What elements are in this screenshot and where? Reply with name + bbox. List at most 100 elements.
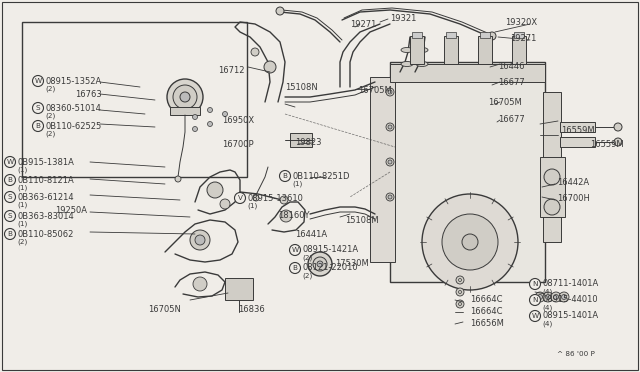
- Bar: [560, 137, 595, 147]
- Circle shape: [388, 125, 392, 129]
- Circle shape: [193, 115, 198, 119]
- Circle shape: [388, 160, 392, 164]
- Text: (4): (4): [543, 305, 553, 311]
- Bar: [478, 36, 492, 64]
- Text: 0B363-61214: 0B363-61214: [17, 192, 74, 202]
- Circle shape: [386, 88, 394, 96]
- Circle shape: [544, 169, 560, 185]
- Circle shape: [529, 279, 541, 289]
- Bar: [446, 32, 456, 38]
- Circle shape: [264, 61, 276, 73]
- Text: N: N: [532, 281, 538, 287]
- Circle shape: [614, 138, 622, 146]
- Text: W: W: [291, 247, 299, 253]
- Text: 0B110-8251D: 0B110-8251D: [292, 171, 350, 180]
- Text: (2): (2): [303, 273, 313, 279]
- Text: 16441A: 16441A: [295, 230, 327, 238]
- Text: B: B: [8, 177, 13, 183]
- Circle shape: [442, 214, 498, 270]
- Text: (1): (1): [17, 185, 28, 191]
- Text: 16700P: 16700P: [222, 140, 253, 148]
- Circle shape: [289, 263, 301, 273]
- Ellipse shape: [416, 48, 428, 52]
- Circle shape: [535, 292, 545, 302]
- Circle shape: [4, 157, 15, 167]
- Text: (1): (1): [17, 167, 28, 173]
- Bar: [370, 77, 395, 262]
- Text: (2): (2): [45, 86, 56, 92]
- Circle shape: [180, 92, 190, 102]
- Text: 16763: 16763: [75, 90, 102, 99]
- Circle shape: [289, 244, 301, 256]
- Circle shape: [529, 295, 541, 305]
- Circle shape: [447, 36, 455, 44]
- Circle shape: [167, 79, 203, 115]
- Text: 16705M: 16705M: [358, 86, 392, 94]
- Text: 15108M: 15108M: [345, 215, 379, 224]
- Ellipse shape: [416, 61, 428, 67]
- Text: 16950X: 16950X: [222, 115, 254, 125]
- Circle shape: [413, 36, 421, 44]
- Circle shape: [308, 252, 332, 276]
- Circle shape: [207, 108, 212, 112]
- Circle shape: [317, 261, 323, 267]
- Bar: [540, 157, 565, 217]
- Text: 16836: 16836: [238, 305, 265, 314]
- Circle shape: [220, 199, 230, 209]
- Text: 19823: 19823: [295, 138, 321, 147]
- Circle shape: [280, 196, 288, 204]
- Circle shape: [388, 195, 392, 199]
- Circle shape: [386, 123, 394, 131]
- Text: 19250A: 19250A: [55, 205, 87, 215]
- Text: (4): (4): [543, 321, 553, 327]
- Text: ^ 86 '00 P: ^ 86 '00 P: [557, 351, 595, 357]
- Bar: [225, 278, 253, 300]
- Text: 08915-1401A: 08915-1401A: [543, 311, 598, 321]
- Text: B: B: [292, 265, 298, 271]
- Text: 19320X: 19320X: [505, 17, 537, 26]
- Circle shape: [559, 292, 569, 302]
- Text: S: S: [36, 105, 40, 111]
- Bar: [512, 36, 526, 64]
- Text: 18160Y: 18160Y: [278, 211, 310, 219]
- Bar: [390, 64, 545, 82]
- Text: 16559M: 16559M: [561, 125, 595, 135]
- Circle shape: [280, 210, 292, 222]
- Circle shape: [551, 292, 561, 302]
- Text: 16700H: 16700H: [557, 193, 590, 202]
- Text: B: B: [35, 123, 40, 129]
- Text: (2): (2): [45, 113, 56, 119]
- Circle shape: [614, 123, 622, 131]
- Text: 16705M: 16705M: [488, 97, 522, 106]
- Circle shape: [4, 228, 15, 240]
- Circle shape: [280, 170, 291, 182]
- Circle shape: [543, 292, 553, 302]
- Text: 16664C: 16664C: [470, 295, 502, 305]
- Text: 0B110-8121A: 0B110-8121A: [17, 176, 74, 185]
- Circle shape: [554, 295, 559, 299]
- Bar: [543, 92, 561, 242]
- Circle shape: [4, 192, 15, 202]
- Text: 15108N: 15108N: [285, 83, 317, 92]
- Text: 08360-51014: 08360-51014: [45, 103, 101, 112]
- Circle shape: [4, 211, 15, 221]
- Text: 08121-22010: 08121-22010: [303, 263, 358, 273]
- Text: 19271: 19271: [510, 33, 536, 42]
- Circle shape: [388, 90, 392, 94]
- Text: V: V: [237, 195, 243, 201]
- Bar: [290, 133, 312, 147]
- Circle shape: [456, 300, 464, 308]
- Text: 16664C: 16664C: [470, 308, 502, 317]
- Circle shape: [561, 295, 566, 299]
- Circle shape: [545, 295, 550, 299]
- Circle shape: [207, 182, 223, 198]
- Text: (4): (4): [543, 289, 553, 295]
- Text: S: S: [8, 194, 12, 200]
- Circle shape: [193, 277, 207, 291]
- Text: 19271: 19271: [350, 19, 376, 29]
- Text: 0B915-1381A: 0B915-1381A: [17, 157, 74, 167]
- Text: 16656M: 16656M: [470, 320, 504, 328]
- Text: 16705N: 16705N: [148, 305, 181, 314]
- Circle shape: [481, 36, 489, 44]
- Text: 16559M: 16559M: [590, 140, 623, 148]
